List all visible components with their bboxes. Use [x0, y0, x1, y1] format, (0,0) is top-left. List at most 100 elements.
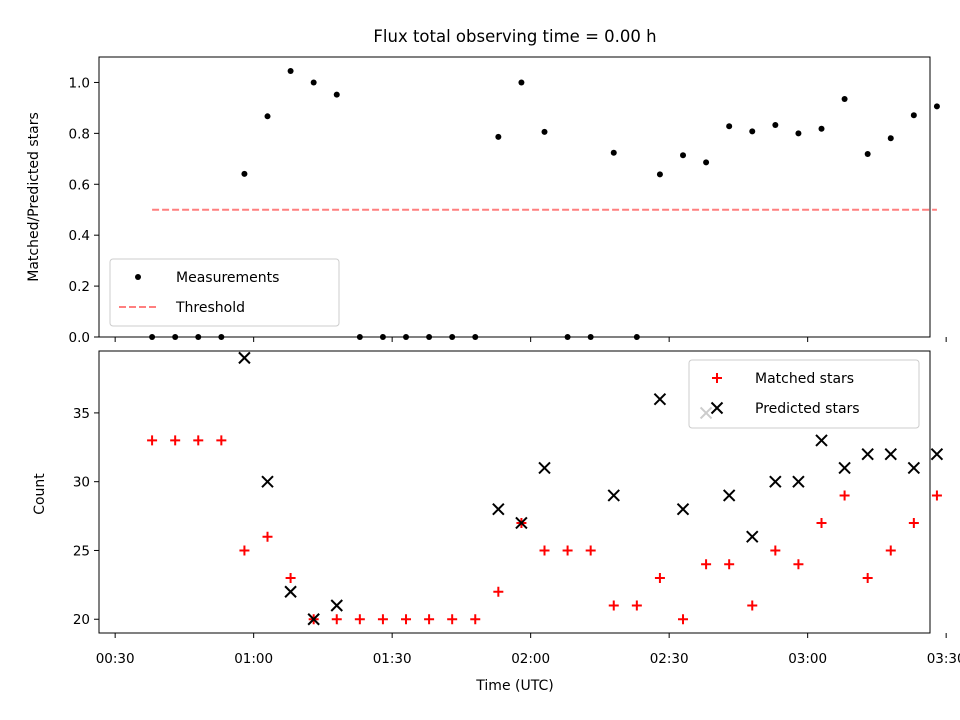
data-point: [238, 351, 251, 365]
data-point: [518, 79, 525, 86]
data-point: [470, 614, 481, 625]
data-point: [653, 392, 667, 406]
x-tick-label: 03:30: [927, 651, 960, 667]
y-tick-label: 30: [73, 475, 90, 491]
data-point: [656, 171, 663, 178]
x-tick-label: 03:00: [788, 651, 827, 667]
data-point: [241, 170, 248, 177]
data-point: [841, 96, 848, 102]
data-point: [930, 447, 944, 461]
data-point: [816, 517, 827, 528]
x-tick-label: 02:30: [650, 651, 689, 667]
data-point: [838, 461, 851, 475]
data-point: [769, 475, 782, 488]
data-point: [722, 489, 736, 502]
data-point: [885, 545, 896, 556]
data-point: [703, 159, 710, 166]
data-point: [749, 128, 756, 135]
data-point: [377, 614, 388, 625]
data-point: [861, 447, 874, 461]
series-predicted-stars: [238, 351, 944, 626]
data-point: [310, 79, 317, 86]
y-tick-label: 25: [73, 543, 90, 559]
legend: Matched stars Predicted stars: [688, 359, 920, 429]
data-point: [654, 572, 665, 583]
data-point: [541, 128, 548, 135]
data-point: [562, 545, 573, 556]
data-point: [264, 113, 271, 120]
legend: Measurements Threshold: [109, 258, 340, 327]
data-point: [538, 461, 551, 475]
y-tick-label: 0.8: [69, 126, 90, 142]
data-point: [907, 461, 921, 475]
data-point: [815, 434, 828, 447]
legend-label: Threshold: [175, 300, 245, 316]
x-axis-label: Time (UTC): [475, 678, 553, 694]
top-y-axis-label: Matched/Predicted stars: [26, 112, 42, 282]
x-tick-label: 00:30: [96, 651, 135, 667]
data-point: [678, 614, 689, 625]
legend-marker: [712, 373, 722, 383]
bottom-panel: Count 20 25 30 35 00:30 01:00 01:30 02:00 02:30 0…: [32, 350, 960, 667]
x-tick-label: 01:30: [373, 651, 412, 667]
data-point: [401, 614, 412, 625]
data-point: [746, 530, 759, 543]
data-point: [680, 152, 687, 159]
axes-frame: [98, 350, 931, 634]
data-point: [216, 435, 227, 446]
data-point: [193, 435, 204, 446]
data-point: [884, 447, 897, 461]
data-point: [793, 559, 804, 570]
legend-box: [109, 258, 340, 327]
data-point: [147, 435, 158, 446]
legend-marker: [135, 274, 141, 280]
y-tick-label: 35: [73, 406, 90, 422]
data-point: [493, 586, 504, 597]
x-tick-label: 01:00: [234, 651, 273, 667]
data-point: [585, 545, 596, 556]
data-point: [676, 502, 690, 516]
top-panel: Matched/Predicted stars 0.0 0.2 0.4 0.6 0.8 1…: [26, 56, 947, 346]
data-point: [492, 502, 505, 516]
legend-label: Matched stars: [755, 371, 854, 387]
legend-label: Measurements: [176, 270, 279, 286]
data-point: [331, 614, 342, 625]
data-point: [287, 68, 294, 74]
series-measurements: [149, 68, 940, 340]
legend-box: [688, 359, 920, 429]
data-point: [701, 559, 712, 570]
data-point: [239, 545, 250, 556]
data-point: [610, 149, 617, 156]
y-tick-label: 0.2: [69, 279, 90, 295]
data-point: [261, 475, 274, 488]
data-point: [792, 475, 805, 488]
data-point: [631, 600, 642, 611]
legend-marker: [710, 401, 724, 415]
data-point: [333, 91, 340, 98]
data-point: [862, 572, 873, 583]
data-point: [772, 121, 779, 128]
data-point: [747, 600, 758, 611]
data-point: [933, 103, 940, 110]
data-point: [495, 133, 502, 140]
bottom-y-axis-label: Count: [32, 473, 48, 515]
data-point: [307, 613, 320, 626]
data-point: [931, 490, 942, 501]
x-tick-label: 02:00: [511, 651, 550, 667]
data-point: [515, 516, 528, 530]
data-point: [262, 531, 273, 542]
data-point: [864, 150, 871, 157]
data-point: [839, 490, 850, 501]
data-point: [285, 572, 296, 583]
data-point: [818, 125, 825, 132]
data-point: [910, 112, 917, 119]
data-point: [539, 545, 550, 556]
series-matched-stars: [147, 435, 942, 625]
data-point: [908, 517, 919, 528]
axes-frame: [98, 56, 931, 338]
data-point: [726, 123, 733, 130]
data-point: [607, 489, 620, 502]
data-point: [354, 614, 365, 625]
chart-title: Flux total observing time = 0.00 h: [373, 27, 656, 46]
